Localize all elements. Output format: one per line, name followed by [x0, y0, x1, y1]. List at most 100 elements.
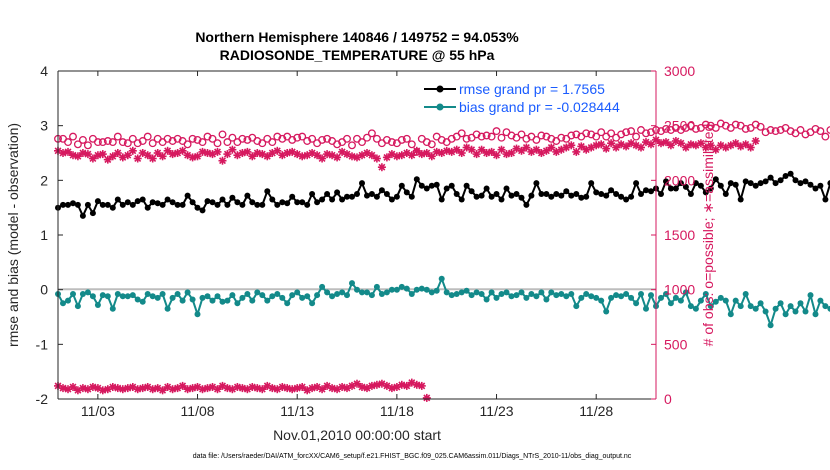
bias-point: [727, 311, 734, 318]
assimilated-point: [198, 147, 207, 156]
possible-point: [323, 134, 332, 143]
bias-point: [478, 291, 485, 297]
rmse-point: [224, 201, 231, 208]
rmse-point: [633, 180, 640, 187]
bias-point: [349, 280, 355, 287]
bias-point: [438, 275, 445, 282]
assimilated-point: [432, 147, 441, 156]
assimilated-point: [158, 152, 167, 161]
left-y-tick-label: -1: [36, 336, 49, 352]
series-rmse: [55, 170, 830, 219]
possible-point: [567, 131, 576, 140]
rmse-point: [329, 196, 336, 203]
assimilated_low-point: [422, 393, 431, 402]
rmse-point: [672, 185, 679, 192]
possible-point: [801, 130, 810, 139]
bias-point: [189, 296, 196, 303]
possible-point: [203, 132, 212, 141]
x-tick-label: 11/13: [280, 403, 314, 419]
bias-point: [359, 289, 365, 296]
bias-point: [84, 289, 91, 296]
possible-point: [532, 135, 541, 144]
bias-point: [254, 289, 261, 296]
rmse-point: [383, 191, 390, 197]
possible-point: [627, 127, 636, 136]
rmse-point: [349, 193, 355, 200]
possible-point: [293, 133, 302, 142]
x-tick-label: 11/08: [181, 403, 215, 419]
bias-point: [672, 294, 679, 301]
bias-point: [807, 292, 814, 299]
bias-point: [159, 291, 166, 297]
possible-point: [103, 137, 112, 145]
rmse-point: [423, 185, 430, 192]
bias-point: [772, 305, 779, 312]
rmse-point: [608, 187, 615, 194]
rmse-point: [578, 194, 585, 201]
bias-point: [244, 291, 251, 297]
possible-point: [497, 133, 506, 142]
rmse-point: [438, 196, 445, 203]
bias-point: [548, 289, 555, 296]
possible-point: [173, 134, 182, 143]
rmse-point: [802, 178, 809, 185]
possible-point: [348, 141, 356, 150]
left-y-axis-label: rmse and bias (model - observation): [5, 123, 21, 347]
bias-point: [344, 292, 350, 299]
assimilated_low-point: [88, 383, 97, 391]
assimilated-point: [637, 143, 645, 152]
assimilated-point: [128, 146, 137, 155]
rmse-point: [199, 207, 206, 214]
bias-point: [618, 293, 625, 300]
left-y-tick-label: 2: [40, 172, 48, 188]
possible-point: [98, 138, 107, 147]
assimilated-point: [662, 138, 670, 147]
possible-point: [143, 132, 152, 141]
series-bias: [55, 275, 830, 329]
rmse-point: [603, 192, 610, 199]
bias-point: [623, 291, 630, 297]
assimilated-point: [69, 151, 77, 160]
rmse-point: [114, 196, 121, 203]
possible-point: [492, 127, 501, 136]
possible-point: [73, 140, 82, 149]
rmse-point: [712, 176, 719, 183]
bias-point: [523, 294, 530, 301]
assimilated_low-point: [288, 385, 297, 394]
rmse-point: [319, 196, 326, 203]
possible-point: [407, 140, 416, 149]
bias-point: [777, 300, 784, 307]
rmse-point: [184, 192, 191, 199]
possible-point: [537, 131, 546, 140]
bias-point: [448, 292, 455, 299]
assimilated-point: [482, 149, 491, 157]
assimilated_low-point: [402, 381, 411, 390]
rmse-point: [767, 174, 774, 181]
possible-point: [363, 133, 371, 142]
bias-point: [493, 294, 500, 301]
bias-point: [144, 291, 151, 297]
bias-point: [812, 311, 819, 318]
assimilated_low-point: [248, 383, 257, 391]
bias-point: [498, 291, 505, 297]
bias-point: [354, 286, 360, 293]
bias-point: [274, 291, 281, 297]
assimilated_low-point: [59, 384, 67, 393]
bias-point: [184, 289, 191, 296]
possible-point: [582, 129, 591, 138]
possible-point: [557, 133, 566, 142]
rmse-point: [548, 193, 555, 200]
rmse-point: [448, 182, 455, 189]
assimilated_low-point: [183, 385, 192, 394]
rmse-point: [787, 170, 794, 177]
possible-point: [587, 130, 596, 139]
rmse-point: [408, 193, 415, 200]
rmse-point: [393, 193, 400, 200]
rmse-point: [378, 187, 385, 194]
legend-bias-marker: [436, 103, 444, 111]
possible-point: [138, 137, 147, 145]
assimilated_low-point: [293, 384, 302, 393]
bias-point: [827, 305, 830, 312]
bias-point: [822, 303, 829, 310]
